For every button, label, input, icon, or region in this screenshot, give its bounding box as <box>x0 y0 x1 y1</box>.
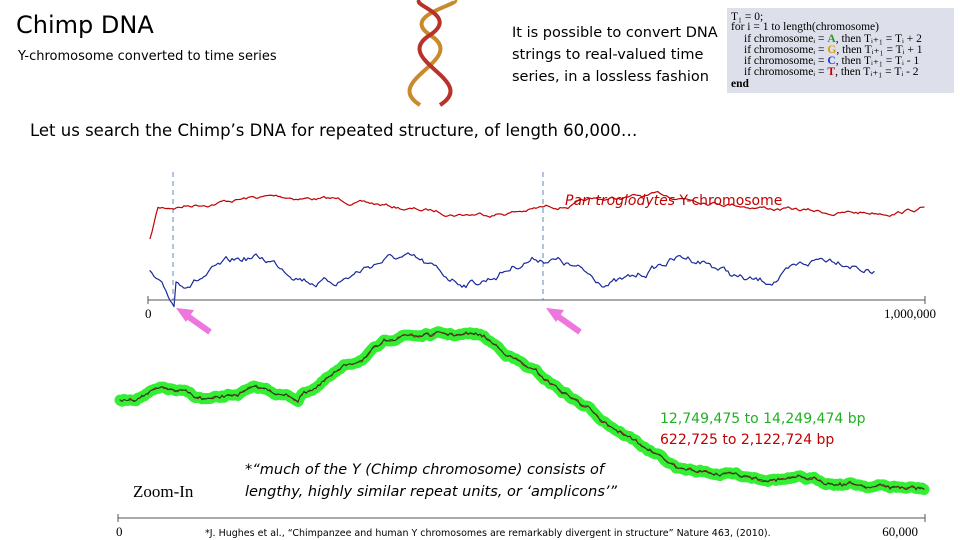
code-text: , then Tᵢ₊₁ = Tᵢ - 2 <box>835 66 919 78</box>
range-green: 12,749,475 to 14,249,474 bp <box>660 411 866 427</box>
intro-line: It is possible to convert DNA <box>512 25 718 41</box>
axis-label: 1,000,000 <box>884 306 936 321</box>
code-letter: A <box>827 33 836 45</box>
code-line: if chromosomeᵢ = C, then Tᵢ₊₁ = Tᵢ - 1 <box>744 55 919 67</box>
code-text: , then Tᵢ₊₁ = Tᵢ + 1 <box>836 44 922 56</box>
code-text: if chromosomeᵢ = <box>744 33 827 45</box>
code-line: for i = 1 to length(chromosome) <box>731 21 879 33</box>
citation: *J. Hughes et al., “Chimpanzee and human… <box>205 528 771 539</box>
dna-icon <box>407 0 458 107</box>
label-text: Y-chromosome <box>675 193 782 209</box>
zoom-series <box>114 326 930 496</box>
search-text: Let us search the Chimp’s DNA for repeat… <box>30 121 637 140</box>
label-italic: Pan troglodytes <box>565 193 675 209</box>
axis-label: 60,000 <box>882 524 918 539</box>
code-line: if chromosomeᵢ = G, then Tᵢ₊₁ = Tᵢ + 1 <box>744 44 923 56</box>
axis-label: 0 <box>145 306 152 321</box>
code-line: T₁ = 0; <box>731 11 763 23</box>
subtitle: Y-chromosome converted to time series <box>17 49 277 64</box>
top-series <box>149 191 925 308</box>
code-box <box>727 8 954 93</box>
arrows <box>176 308 582 335</box>
title: Chimp DNA <box>16 11 154 39</box>
code-text: if chromosomeᵢ = <box>744 44 827 56</box>
zoom-label: Zoom-In <box>133 482 194 501</box>
blue-series <box>149 252 875 308</box>
intro-line: strings to real-valued time <box>512 47 704 63</box>
code-letter: C <box>827 55 835 67</box>
code-text: , then Tᵢ₊₁ = Tᵢ - 1 <box>836 55 920 67</box>
code-text: , then Tᵢ₊₁ = Tᵢ + 2 <box>836 33 922 45</box>
code-line: if chromosomeᵢ = T, then Tᵢ₊₁ = Tᵢ - 2 <box>744 66 919 78</box>
code-text: if chromosomeᵢ = <box>744 66 827 78</box>
series-label: Pan troglodytes Y-chromosome <box>565 193 782 209</box>
dark-series <box>119 331 925 491</box>
intro-line: series, in a lossless fashion <box>512 69 709 85</box>
axis-label: 0 <box>116 524 123 539</box>
code-line: if chromosomeᵢ = A, then Tᵢ₊₁ = Tᵢ + 2 <box>744 33 922 45</box>
code-letter: T <box>827 66 835 78</box>
red-series <box>149 191 925 240</box>
quote-line: lengthy, highly similar repeat units, or… <box>245 484 618 500</box>
range-red: 622,725 to 2,122,724 bp <box>660 432 834 448</box>
code-line: end <box>731 78 750 90</box>
code-letter: G <box>827 44 836 56</box>
code-text: if chromosomeᵢ = <box>744 55 827 67</box>
quote-line: *“much of the Y (Chimp chromosome) consi… <box>245 462 606 478</box>
